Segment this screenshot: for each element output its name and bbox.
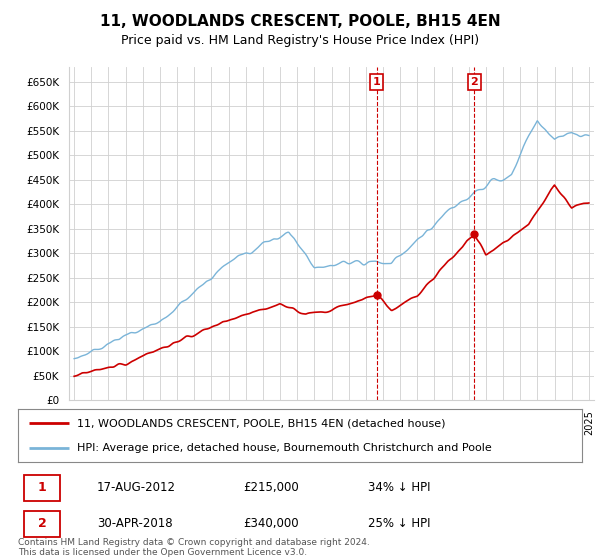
Text: Price paid vs. HM Land Registry's House Price Index (HPI): Price paid vs. HM Land Registry's House … [121,34,479,46]
Text: 34% ↓ HPI: 34% ↓ HPI [368,480,430,494]
Text: 17-AUG-2012: 17-AUG-2012 [97,480,176,494]
Text: Contains HM Land Registry data © Crown copyright and database right 2024.
This d: Contains HM Land Registry data © Crown c… [18,538,370,557]
Text: 1: 1 [373,77,380,87]
Text: 11, WOODLANDS CRESCENT, POOLE, BH15 4EN: 11, WOODLANDS CRESCENT, POOLE, BH15 4EN [100,14,500,29]
Text: 25% ↓ HPI: 25% ↓ HPI [368,517,430,530]
Text: HPI: Average price, detached house, Bournemouth Christchurch and Poole: HPI: Average price, detached house, Bour… [77,442,492,452]
FancyBboxPatch shape [23,511,60,537]
Text: 11, WOODLANDS CRESCENT, POOLE, BH15 4EN (detached house): 11, WOODLANDS CRESCENT, POOLE, BH15 4EN … [77,418,446,428]
Text: £340,000: £340,000 [244,517,299,530]
Text: 1: 1 [38,480,46,494]
Text: £215,000: £215,000 [244,480,299,494]
FancyBboxPatch shape [23,474,60,501]
Text: 30-APR-2018: 30-APR-2018 [97,517,173,530]
Text: 2: 2 [38,517,46,530]
Text: 2: 2 [470,77,478,87]
